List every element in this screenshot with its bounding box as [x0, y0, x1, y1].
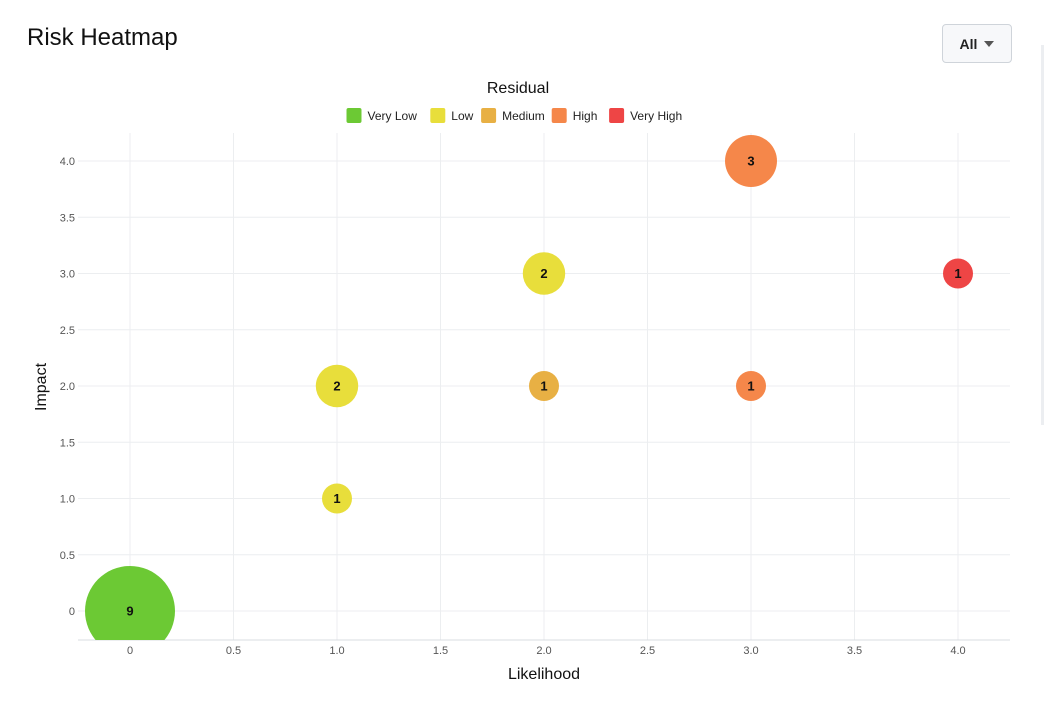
- bubble-circle: [322, 483, 352, 514]
- bubble-count-label: 3: [747, 154, 754, 169]
- x-axis-ticks: 0 0.5 1.0 1.5 2.0 2.5 3.0 3.5 4.0: [127, 645, 966, 657]
- scrollbar-edge: [1041, 45, 1044, 425]
- bubble-low[interactable]: 1: [322, 483, 352, 514]
- bubble-count-label: 1: [333, 491, 340, 506]
- legend-item-medium[interactable]: Medium: [481, 108, 545, 123]
- page-title: Risk Heatmap: [27, 24, 178, 51]
- legend-label-medium: Medium: [502, 109, 545, 123]
- y-tick-label: 3.0: [60, 269, 75, 281]
- x-axis-title: Likelihood: [508, 666, 580, 683]
- legend-label-low: Low: [451, 109, 473, 123]
- x-tick-label: 1.0: [329, 645, 344, 657]
- legend-label-very-low: Very Low: [368, 109, 418, 123]
- legend-title: Residual: [487, 80, 549, 97]
- x-tick-label: 2.5: [640, 645, 655, 657]
- filter-dropdown-label: All: [959, 35, 978, 52]
- bubbles: 9 3 2 2 1 1 1 1: [85, 135, 973, 656]
- legend-item-very-low[interactable]: Very Low: [346, 108, 418, 123]
- x-tick-label: 3.0: [743, 645, 758, 657]
- y-tick-label: 4.0: [60, 156, 75, 168]
- bubble-circle: [529, 371, 559, 401]
- y-tick-label: 2.0: [60, 381, 75, 393]
- legend: Very Low Low Medium High Very High: [346, 108, 682, 123]
- bubble-low[interactable]: 2: [315, 364, 359, 408]
- x-tick-label: 0: [127, 645, 133, 657]
- bubble-very-high[interactable]: 1: [943, 258, 973, 289]
- x-tick-label: 4.0: [950, 645, 965, 657]
- bubble-high[interactable]: 1: [736, 371, 766, 401]
- bubble-count-label: 9: [126, 604, 133, 619]
- x-tick-label: 1.5: [433, 645, 448, 657]
- legend-item-high[interactable]: High: [551, 108, 598, 123]
- bubble-count-label: 1: [540, 379, 547, 394]
- bubble-count-label: 2: [333, 379, 340, 394]
- legend-swatch-medium: [481, 108, 497, 123]
- y-axis-title: Impact: [33, 362, 50, 411]
- grid: [78, 133, 1010, 641]
- residual-filter-dropdown[interactable]: All: [942, 24, 1012, 63]
- legend-swatch-high: [551, 108, 567, 123]
- y-tick-label: 0.5: [60, 550, 75, 562]
- y-tick-label: 1.0: [60, 494, 75, 506]
- x-tick-label: 3.5: [847, 645, 862, 657]
- bubble-high[interactable]: 3: [725, 135, 777, 187]
- legend-label-high: High: [573, 109, 598, 123]
- bubble-count-label: 1: [747, 379, 754, 394]
- bubble-count-label: 2: [540, 266, 547, 281]
- y-axis-ticks: 0 0.5 1.0 1.5 2.0 2.5 3.0 3.5 4.0: [60, 156, 75, 618]
- bubble-medium[interactable]: 1: [529, 371, 559, 401]
- x-tick-label: 2.0: [536, 645, 551, 657]
- bubble-circle: [85, 566, 175, 640]
- caret-down-icon: [984, 41, 995, 47]
- bubble-count-label: 1: [954, 266, 961, 281]
- bubble-circle: [522, 252, 566, 295]
- legend-swatch-very-low: [346, 108, 362, 123]
- y-tick-label: 3.5: [60, 212, 75, 224]
- legend-swatch-very-high: [609, 108, 625, 123]
- bubble-circle: [943, 258, 973, 289]
- legend-item-low[interactable]: Low: [430, 108, 474, 123]
- bubble-circle: [725, 135, 777, 187]
- legend-label-very-high: Very High: [630, 109, 682, 123]
- legend-swatch-low: [430, 108, 446, 123]
- y-tick-label: 1.5: [60, 437, 75, 449]
- bubble-circle: [315, 364, 359, 408]
- bubble-low[interactable]: 2: [522, 252, 566, 295]
- legend-item-very-high[interactable]: Very High: [609, 108, 682, 123]
- bubble-very-low[interactable]: 9: [85, 566, 175, 656]
- y-tick-label: 0: [69, 606, 75, 618]
- bubble-circle: [736, 371, 766, 401]
- y-tick-label: 2.5: [60, 325, 75, 337]
- x-tick-label: 0.5: [226, 645, 241, 657]
